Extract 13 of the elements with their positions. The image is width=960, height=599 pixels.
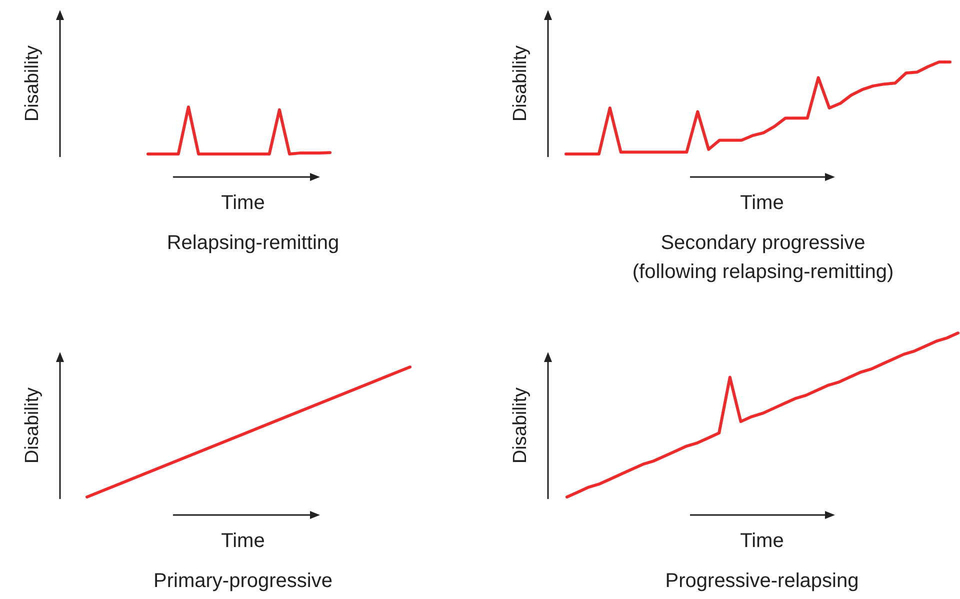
x-axis-title: Time: [740, 530, 784, 552]
x-axis-title: Time: [740, 192, 784, 214]
x-axis-title: Time: [221, 530, 265, 552]
text: Primary-progressive: [154, 570, 332, 592]
text: (following relapsing-remitting): [632, 261, 894, 283]
y-axis-title: Disability: [510, 386, 531, 464]
y-axis-title: Disability: [22, 44, 43, 122]
text: Relapsing-remitting: [166, 232, 340, 254]
y-axis-title: Disability: [510, 44, 531, 122]
text: Progressive-relapsing: [665, 570, 859, 592]
y-axis-title: Disability: [22, 386, 43, 464]
text: Secondary progressive: [660, 232, 866, 254]
x-axis-title: Time: [221, 192, 265, 214]
